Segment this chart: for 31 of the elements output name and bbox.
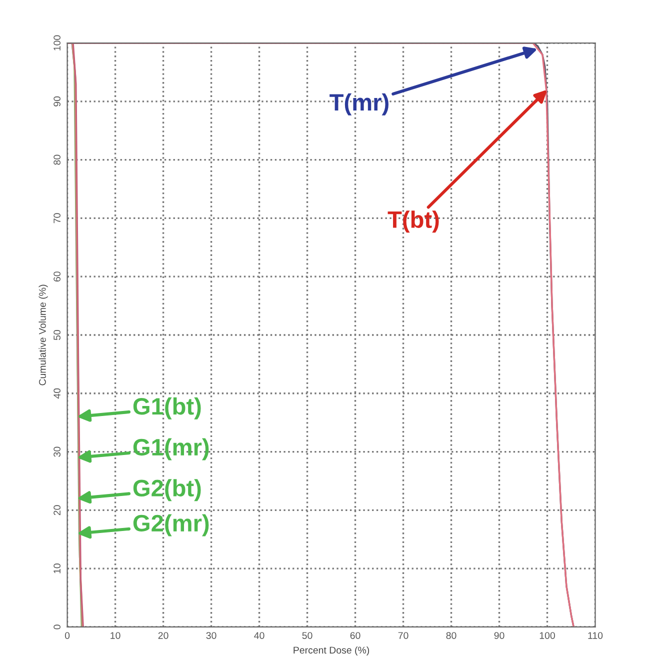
y-tick-label: 40	[54, 388, 61, 399]
x-axis-title: Percent Dose (%)	[294, 646, 370, 656]
annotation: G2(mr)	[133, 514, 209, 536]
annotation: G2(bt)	[133, 479, 201, 502]
x-tick-label: 90	[494, 632, 504, 639]
y-tick-label: 60	[54, 272, 61, 282]
y-tick-label: 20	[54, 505, 61, 516]
y-tick-label: 0	[54, 624, 61, 630]
x-tick-label: 70	[398, 632, 408, 639]
x-tick-label: 20	[158, 632, 168, 639]
x-tick-label: 40	[254, 632, 264, 639]
y-tick-label: 80	[54, 154, 61, 165]
annotation: T(mr)	[330, 93, 388, 116]
y-tick-label: 100	[54, 35, 61, 50]
x-tick-label: 80	[446, 632, 456, 639]
x-tick-label: 60	[350, 632, 360, 639]
x-tick-label: 30	[206, 632, 216, 639]
y-tick-label: 30	[54, 446, 61, 457]
y-tick-label: 10	[54, 564, 61, 574]
y-tick-label: 90	[54, 96, 61, 106]
y-tick-label: 50	[54, 330, 61, 340]
x-tick-label: 110	[588, 632, 603, 639]
x-tick-label: 50	[302, 632, 312, 639]
annotation: G1(mr)	[133, 438, 209, 460]
x-tick-label: 10	[110, 632, 120, 639]
x-tick-label: 0	[64, 632, 70, 639]
annotation: G1(bt)	[133, 397, 201, 420]
y-axis-title: Cumulative Volume (%)	[38, 284, 48, 386]
y-tick-label: 70	[54, 213, 61, 224]
annotation: T(bt)	[388, 210, 439, 233]
x-tick-label: 100	[540, 632, 555, 639]
